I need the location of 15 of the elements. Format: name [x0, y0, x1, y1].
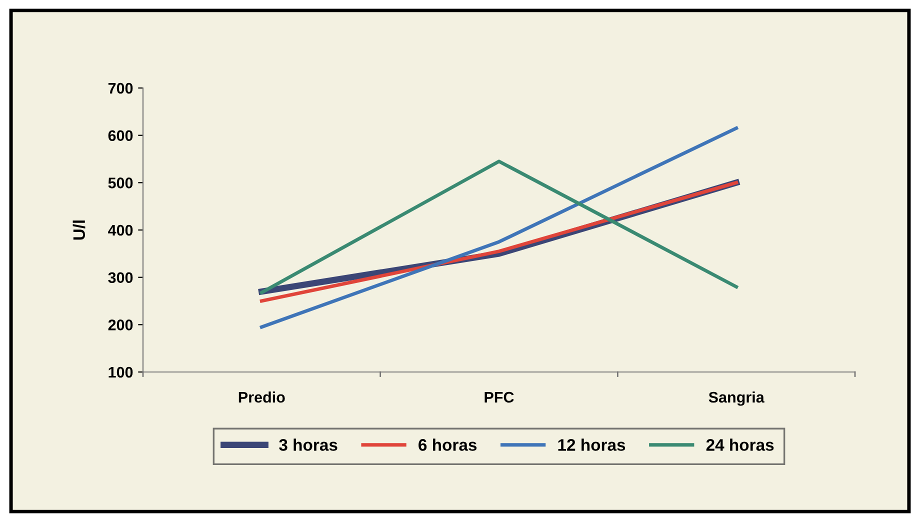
y-axis-title: U/l	[72, 220, 86, 240]
x-tick-label: Sangria	[708, 391, 764, 406]
y-tick-label: 400	[108, 224, 133, 236]
x-tick-label: Predio	[238, 391, 285, 403]
y-tick-label: 300	[108, 272, 133, 284]
x-tick-label: PFC	[484, 392, 514, 403]
legend-label: 6 horas	[418, 438, 477, 451]
y-tick-label: 500	[108, 178, 133, 188]
y-tick-label: 700	[108, 82, 133, 94]
legend-label: 12 horas	[558, 438, 626, 451]
legend-label: 24 horas	[706, 438, 774, 451]
legend-label: 3 horas	[279, 438, 338, 451]
y-tick-label: 100	[108, 366, 133, 378]
y-tick-label: 600	[108, 130, 133, 142]
y-tick-label: 200	[108, 320, 133, 330]
